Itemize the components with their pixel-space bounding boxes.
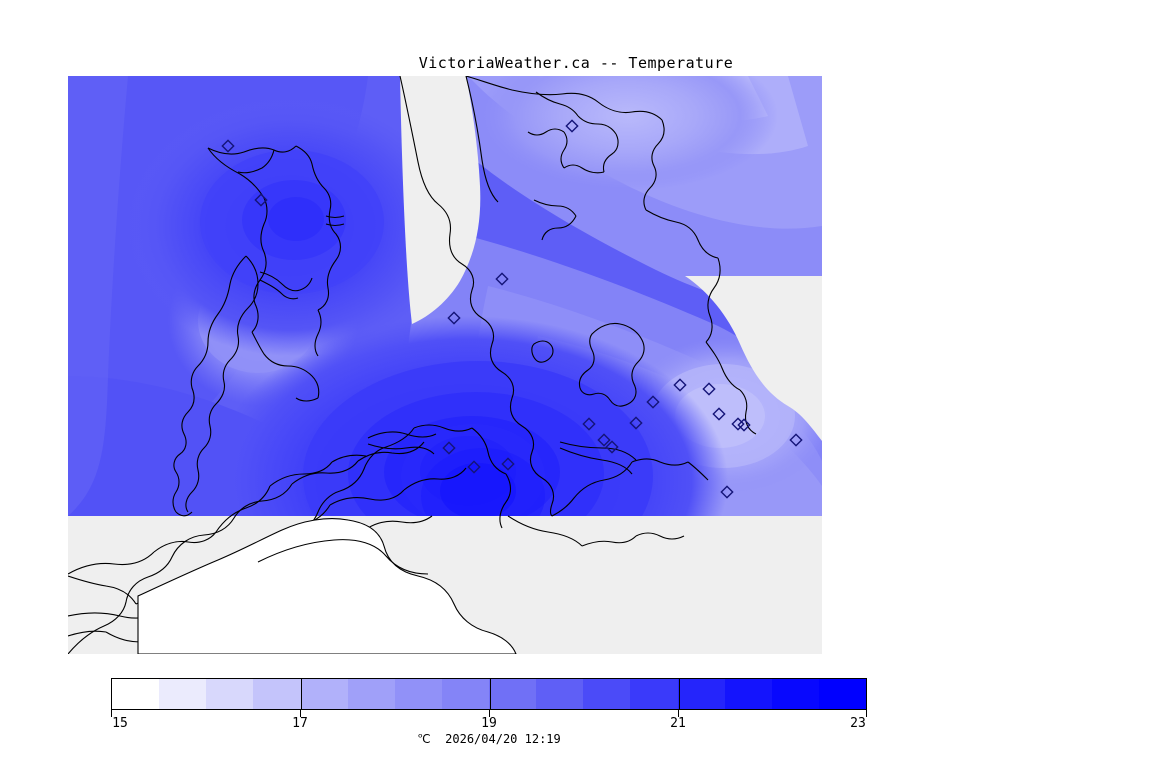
colorbar-tick-15 bbox=[111, 710, 112, 717]
station-marker[interactable] bbox=[582, 417, 596, 431]
station-marker[interactable] bbox=[646, 395, 660, 409]
colorbar-band-7 bbox=[441, 679, 489, 709]
coastline-lower-region bbox=[137, 518, 517, 654]
station-marker[interactable] bbox=[447, 311, 461, 325]
colorbar-tick-21 bbox=[678, 710, 679, 717]
station-marker[interactable] bbox=[720, 485, 734, 499]
station-marker[interactable] bbox=[712, 407, 726, 421]
colorbar-label-19: 19 bbox=[481, 716, 497, 731]
colorbar-band-4 bbox=[300, 679, 348, 709]
colorbar-band-5 bbox=[347, 679, 395, 709]
colorbar-band-2 bbox=[206, 679, 254, 709]
colorbar-tick-17 bbox=[300, 710, 301, 717]
station-marker[interactable] bbox=[467, 460, 481, 474]
contour-field bbox=[68, 76, 822, 516]
colorbar-label-15: 15 bbox=[112, 716, 128, 731]
station-marker[interactable] bbox=[254, 193, 268, 207]
colorbar-tick-19 bbox=[489, 710, 490, 717]
colorbar-gradient[interactable] bbox=[111, 678, 867, 710]
temperature-contour-map[interactable] bbox=[68, 76, 822, 654]
colorbar-ticks bbox=[111, 710, 867, 717]
land-mask-ne-inland bbox=[685, 276, 822, 441]
colorbar-footer: ℃ 2026/04/20 12:19 bbox=[417, 732, 561, 746]
colorbar-band-0 bbox=[112, 679, 160, 709]
station-markers[interactable] bbox=[221, 119, 803, 499]
colorbar-band-14 bbox=[771, 679, 819, 709]
colorbar-band-15 bbox=[818, 679, 866, 709]
page-title: VictoriaWeather.ca -- Temperature bbox=[418, 54, 734, 72]
colorbar-tick-23 bbox=[866, 710, 867, 717]
station-marker[interactable] bbox=[629, 416, 643, 430]
colorbar[interactable]: 15 17 19 21 23 ℃ 2026/04/20 12:19 bbox=[111, 678, 867, 746]
colorbar-separator-21 bbox=[679, 679, 680, 709]
colorbar-band-9 bbox=[536, 679, 584, 709]
map-panel[interactable] bbox=[68, 76, 822, 654]
colorbar-band-1 bbox=[159, 679, 207, 709]
colorbar-band-8 bbox=[489, 679, 537, 709]
station-marker[interactable] bbox=[789, 433, 803, 447]
station-marker[interactable] bbox=[495, 272, 509, 286]
station-marker[interactable] bbox=[501, 457, 515, 471]
colorbar-band-6 bbox=[394, 679, 442, 709]
station-marker[interactable] bbox=[605, 440, 619, 454]
station-marker[interactable] bbox=[737, 418, 751, 432]
colorbar-label-21: 21 bbox=[670, 716, 686, 731]
station-marker[interactable] bbox=[442, 441, 456, 455]
station-marker[interactable] bbox=[673, 378, 687, 392]
colorbar-tick-labels: 15 17 19 21 23 bbox=[111, 716, 867, 732]
colorbar-label-23: 23 bbox=[850, 716, 866, 731]
colorbar-separator-17 bbox=[301, 679, 302, 709]
colorbar-band-3 bbox=[253, 679, 301, 709]
colorbar-band-12 bbox=[677, 679, 725, 709]
station-marker[interactable] bbox=[221, 139, 235, 153]
colorbar-band-13 bbox=[724, 679, 772, 709]
colorbar-band-10 bbox=[583, 679, 631, 709]
station-marker[interactable] bbox=[702, 382, 716, 396]
station-marker[interactable] bbox=[565, 119, 579, 133]
colorbar-separator-19 bbox=[490, 679, 491, 709]
station-marker[interactable] bbox=[597, 433, 611, 447]
colorbar-label-17: 17 bbox=[292, 716, 308, 731]
colorbar-band-11 bbox=[630, 679, 678, 709]
land-mask-north-gap bbox=[400, 76, 481, 324]
